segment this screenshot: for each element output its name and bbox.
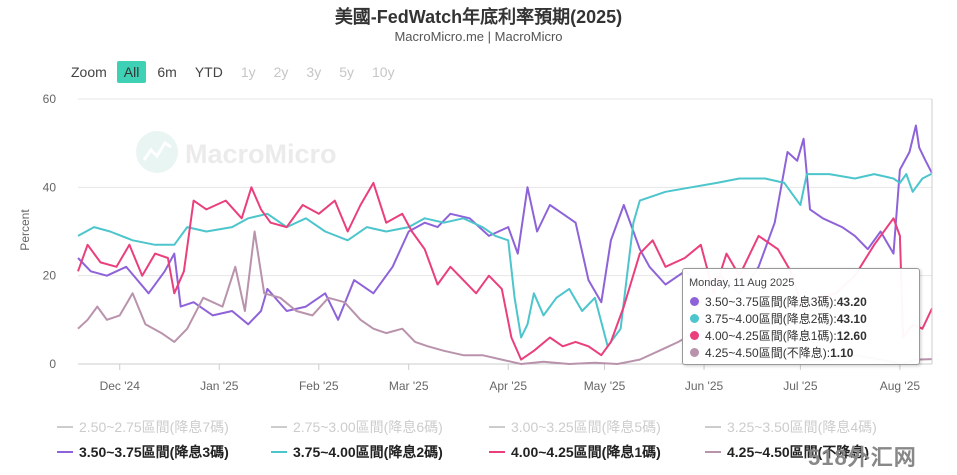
legend-swatch-icon <box>271 451 287 453</box>
x-tick-label: Jan '25 <box>200 379 239 393</box>
legend-label: 4.25~4.50區間(不降息) <box>727 444 869 460</box>
y-tick-label: 20 <box>43 269 57 283</box>
corner-watermark: 518外汇网 <box>808 445 917 470</box>
tooltip-value: 43.10 <box>836 311 867 326</box>
tooltip-row: 3.50~3.75區間(降息3碼): 43.20 <box>690 293 867 310</box>
tooltip-value: 12.60 <box>836 328 867 343</box>
logo-chart-icon <box>142 140 172 161</box>
range-button-ytd[interactable]: YTD <box>194 64 223 80</box>
tooltip-label: 3.50~3.75區間(降息3碼) <box>705 295 834 309</box>
legend-item[interactable]: 3.50~3.75區間(降息3碼) <box>57 442 229 462</box>
x-tick-label: Dec '24 <box>100 379 141 393</box>
legend-label: 4.00~4.25區間(降息1碼) <box>511 444 661 460</box>
legend-row-hidden: 2.50~2.75區間(降息7碼) 2.75~3.00區間(降息6碼) 3.00… <box>0 417 957 437</box>
x-tick-label: Apr '25 <box>489 379 527 393</box>
logo-mark-icon <box>136 131 178 173</box>
legend-label: 3.25~3.50區間(降息4碼) <box>727 419 877 435</box>
tooltip-row: 4.00~4.25區間(降息1碼): 12.60 <box>690 327 867 344</box>
zoom-label: Zoom <box>71 64 107 80</box>
y-tick-label: 0 <box>49 357 56 371</box>
x-tick-label: Mar '25 <box>389 379 429 393</box>
x-tick-label: May '25 <box>584 379 626 393</box>
legend-swatch-icon <box>705 426 721 428</box>
x-tick-label: Jun '25 <box>685 379 724 393</box>
tooltip-value: 1.10 <box>830 345 854 360</box>
series-dot-icon <box>690 348 699 357</box>
y-tick-label: 60 <box>43 92 57 106</box>
tooltip-date: Monday, 11 Aug 2025 <box>689 277 795 289</box>
x-tick-label: Jul '25 <box>783 379 818 393</box>
legend-swatch-icon <box>705 451 721 453</box>
legend-swatch-icon <box>57 426 73 428</box>
y-axis-label: Percent <box>18 209 32 251</box>
y-axis: 0 20 40 60 <box>43 92 57 371</box>
legend-label: 3.00~3.25區間(降息5碼) <box>511 419 661 435</box>
tooltip-label: 4.00~4.25區間(降息1碼) <box>705 329 834 343</box>
series-line[interactable] <box>77 124 933 326</box>
y-tick-label: 40 <box>43 180 57 194</box>
chart-title: 美國-FedWatch年底利率預期(2025) <box>334 7 623 27</box>
legend-swatch-icon <box>271 426 287 428</box>
legend-label: 3.50~3.75區間(降息3碼) <box>79 444 229 460</box>
range-button-2y[interactable]: 2y <box>273 64 289 80</box>
legend-swatch-icon <box>489 426 505 428</box>
legend-item[interactable]: 2.50~2.75區間(降息7碼) <box>57 417 229 437</box>
tooltip: Monday, 11 Aug 2025 3.50~3.75區間(降息3碼): 4… <box>682 268 920 365</box>
legend-row-visible: 3.50~3.75區間(降息3碼) 3.75~4.00區間(降息2碼) 4.00… <box>0 442 957 462</box>
legend-item[interactable]: 2.75~3.00區間(降息6碼) <box>271 417 443 437</box>
series-dot-icon <box>690 314 699 323</box>
legend-item[interactable]: 4.25~4.50區間(不降息) <box>705 442 869 462</box>
range-button-all[interactable]: All <box>116 61 147 83</box>
x-tick-label: Feb '25 <box>299 379 339 393</box>
chart-subtitle: MacroMicro.me | MacroMicro <box>394 29 563 44</box>
tooltip-label: 4.25~4.50區間(不降息) <box>705 346 827 360</box>
range-button-10y[interactable]: 10y <box>372 64 395 80</box>
range-selector: Zoom All 6m YTD 1y 2y 3y 5y 10y <box>71 61 402 83</box>
legend-item[interactable]: 3.25~3.50區間(降息4碼) <box>705 417 877 437</box>
logo-text: MacroMicro <box>185 139 337 169</box>
tooltip-label: 3.75~4.00區間(降息2碼) <box>705 312 834 326</box>
series-dot-icon <box>690 331 699 340</box>
legend-label: 2.50~2.75區間(降息7碼) <box>79 419 229 435</box>
macromicro-logo: MacroMicro <box>136 131 337 173</box>
tooltip-row: 4.25~4.50區間(不降息): 1.10 <box>690 344 853 361</box>
legend-swatch-icon <box>57 451 73 453</box>
range-button-5y[interactable]: 5y <box>339 64 354 80</box>
range-button-6m[interactable]: 6m <box>157 64 177 80</box>
legend-swatch-icon <box>489 451 505 453</box>
series-line[interactable] <box>77 172 933 348</box>
legend-item[interactable]: 3.75~4.00區間(降息2碼) <box>271 442 443 462</box>
series-dot-icon <box>690 297 699 306</box>
legend-label: 2.75~3.00區間(降息6碼) <box>293 419 443 435</box>
legend-item[interactable]: 4.00~4.25區間(降息1碼) <box>489 442 661 462</box>
tooltip-row: 3.75~4.00區間(降息2碼): 43.10 <box>690 310 867 327</box>
tooltip-value: 43.20 <box>836 294 867 309</box>
legend-item[interactable]: 3.00~3.25區間(降息5碼) <box>489 417 661 437</box>
range-button-3y[interactable]: 3y <box>306 64 322 80</box>
legend-label: 3.75~4.00區間(降息2碼) <box>293 444 443 460</box>
x-tick-label: Aug '25 <box>880 379 921 393</box>
range-button-1y[interactable]: 1y <box>240 64 256 80</box>
x-axis: Dec '24 Jan '25 Feb '25 Mar '25 Apr '25 May '… <box>100 364 921 393</box>
